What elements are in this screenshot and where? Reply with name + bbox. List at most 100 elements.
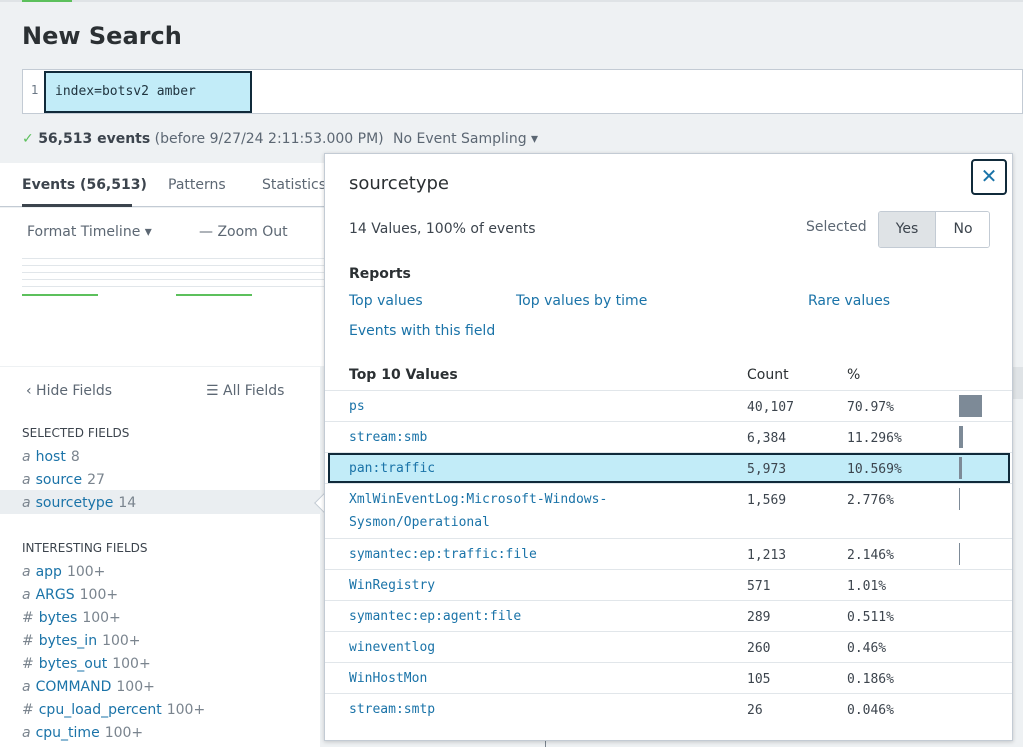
percent-bar [959,395,982,417]
values-summary: 14 Values, 100% of events [349,221,536,237]
field-bytes[interactable]: # bytes 100+ [22,610,121,626]
count-header: Count [747,367,789,383]
selected-toggle: Yes No [878,211,990,248]
timeline: Format Timeline ▾ — Zoom Out [0,208,330,366]
table-row[interactable]: XmlWinEventLog:Microsoft-Windows- Sysmon/… [325,484,1012,538]
field-cpu-time[interactable]: a cpu_time 100+ [22,725,144,741]
number-type-icon: # [22,656,34,672]
table-row[interactable]: symantec:ep:traffic:file 1,213 2.146% [325,539,1012,569]
percent-cell: 0.046% [847,703,894,718]
value-link[interactable]: wineventlog [349,640,436,655]
count-cell: 571 [747,579,771,594]
selected-fields-header: SELECTED FIELDS [22,426,130,440]
interesting-fields-header: INTERESTING FIELDS [22,541,148,555]
count-cell: 105 [747,672,771,687]
zoom-out-button[interactable]: — Zoom Out [199,224,288,240]
table-divider [325,569,1012,570]
tab-patterns[interactable]: Patterns [168,177,226,193]
divider [545,738,546,747]
string-type-icon: a [22,495,31,511]
field-summary-popup: sourcetype ✕ 14 Values, 100% of events S… [324,153,1013,741]
value-line: Sysmon/Operational [349,515,490,530]
table-divider [325,421,1012,422]
value-link[interactable]: pan:traffic [349,461,436,476]
percent-cell: 0.511% [847,610,894,625]
table-divider [325,483,1012,484]
table-row[interactable]: wineventlog 260 0.46% [325,632,1012,662]
value-link[interactable]: stream:smtp [349,702,436,717]
top-values-by-time-link[interactable]: Top values by time [516,293,648,309]
value-link[interactable]: symantec:ep:traffic:file [349,547,537,562]
value-link[interactable]: ps [349,399,365,414]
field-app[interactable]: a app 100+ [22,564,106,580]
field-sourcetype[interactable]: a sourcetype 14 [22,495,137,511]
string-type-icon: a [22,564,31,580]
table-row[interactable]: stream:smb 6,384 11.296% [325,422,1012,452]
table-divider [325,662,1012,663]
count-cell: 289 [747,610,771,625]
field-bytes-out[interactable]: # bytes_out 100+ [22,656,151,672]
timeline-gridline [22,279,330,280]
count-cell: 1,213 [747,548,787,563]
field-bytes-in[interactable]: # bytes_in 100+ [22,633,141,649]
event-time: (before 9/27/24 2:11:53.000 PM) [154,131,384,147]
line-number: 1 [31,83,39,97]
count-cell: 5,973 [747,462,787,477]
selected-yes-button[interactable]: Yes [879,212,936,247]
timeline-gridline [22,258,330,259]
event-status: ✓ 56,513 events (before 9/27/24 2:11:53.… [22,131,384,147]
hide-fields-button[interactable]: ‹ Hide Fields [26,383,113,399]
timeline-gridline [22,286,330,287]
table-divider [325,538,1012,539]
count-cell: 26 [747,703,763,718]
tab-statistics[interactable]: Statistics [262,177,326,193]
value-line: XmlWinEventLog:Microsoft-Windows- [349,492,608,507]
table-row[interactable]: WinHostMon 105 0.186% [325,663,1012,693]
field-source[interactable]: a source 27 [22,472,105,488]
timeline-bar[interactable] [22,294,98,296]
table-row[interactable]: symantec:ep:agent:file 289 0.511% [325,601,1012,631]
selected-label: Selected [806,219,867,235]
field-args[interactable]: a ARGS 100+ [22,587,119,603]
value-link[interactable]: WinHostMon [349,671,428,686]
timeline-gridline [22,265,330,266]
table-row[interactable]: ps 40,107 70.97% [325,391,1012,421]
search-input[interactable]: 1 index=botsv2 amber [22,69,1023,114]
field-host[interactable]: a host 8 [22,449,80,465]
field-cpu-load-percent[interactable]: # cpu_load_percent 100+ [22,702,206,718]
table-row[interactable]: pan:traffic 5,973 10.569% [328,453,1010,483]
rare-values-link[interactable]: Rare values [808,293,891,309]
top-values-link[interactable]: Top values [349,293,423,309]
search-query[interactable]: index=botsv2 amber [44,71,252,113]
tab-events[interactable]: Events (56,513) [22,177,147,193]
table-row[interactable]: WinRegistry 571 1.01% [325,570,1012,600]
top-values-header: Top 10 Values [349,367,458,383]
active-tab-indicator [22,204,132,207]
percent-cell: 2.146% [847,548,894,563]
format-timeline-button[interactable]: Format Timeline ▾ [27,224,152,240]
table-row[interactable]: stream:smtp 26 0.046% [325,694,1012,724]
value-link[interactable]: WinRegistry [349,578,436,593]
close-button[interactable]: ✕ [971,159,1007,195]
count-cell: 6,384 [747,431,787,446]
percent-cell: 0.186% [847,672,894,687]
event-count: 56,513 events [38,131,151,147]
events-with-field-link[interactable]: Events with this field [349,323,496,339]
results-tabs: Events (56,513) Patterns Statistics [0,163,330,207]
value-link[interactable]: XmlWinEventLog:Microsoft-Windows- Sysmon/… [349,488,607,534]
table-divider [325,631,1012,632]
event-sampling-dropdown[interactable]: No Event Sampling ▾ [393,131,539,147]
value-link[interactable]: stream:smb [349,430,428,445]
timeline-bar[interactable] [176,294,252,296]
fields-sidebar: ‹ Hide Fields ☰ All Fields SELECTED FIEL… [0,367,320,747]
percent-cell: 70.97% [847,400,894,415]
string-type-icon: a [22,679,31,695]
events-header-strip [1013,367,1023,399]
all-fields-button[interactable]: ☰ All Fields [206,383,285,399]
selected-no-button[interactable]: No [936,212,989,247]
string-type-icon: a [22,587,31,603]
percent-bar [959,543,960,565]
value-link[interactable]: symantec:ep:agent:file [349,609,522,624]
percent-header: % [847,367,861,383]
field-command[interactable]: a COMMAND 100+ [22,679,155,695]
